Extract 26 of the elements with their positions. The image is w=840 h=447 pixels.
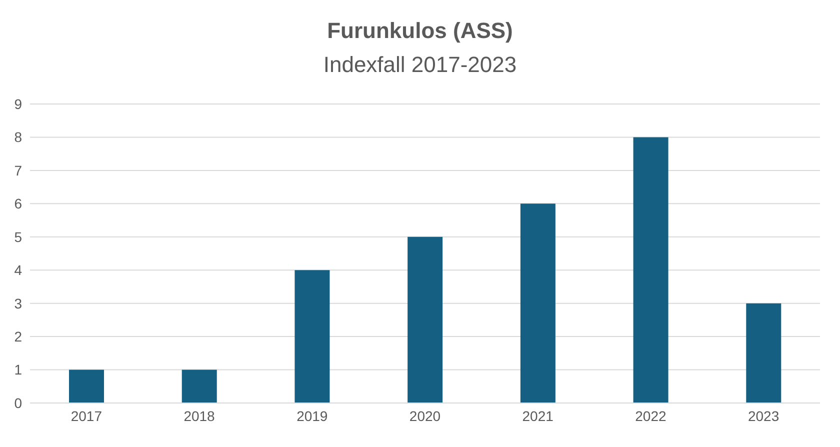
y-tick-label: 7 <box>14 162 22 178</box>
x-tick-label: 2017 <box>70 408 102 424</box>
bar <box>69 370 104 403</box>
y-tick-label: 8 <box>14 129 22 146</box>
x-tick-label: 2023 <box>748 408 780 424</box>
bar <box>633 137 668 403</box>
y-tick-label: 6 <box>14 196 22 212</box>
y-tick-label: 2 <box>14 328 22 345</box>
x-tick-label: 2021 <box>522 408 554 424</box>
x-tick-label: 2018 <box>184 408 216 424</box>
x-tick-label: 2022 <box>635 408 666 424</box>
y-tick-label: 4 <box>14 262 22 278</box>
bar <box>294 270 330 403</box>
bar <box>408 236 443 403</box>
y-tick-label: 5 <box>14 228 22 245</box>
y-tick-label: 0 <box>14 394 22 411</box>
y-tick-label: 9 <box>14 96 22 112</box>
x-tick-label: 2019 <box>296 408 328 424</box>
y-tick-label: 1 <box>14 362 22 378</box>
bar <box>182 370 217 403</box>
y-tick-label: 3 <box>14 295 22 312</box>
chart-subtitle: Indexfall 2017-2023 <box>322 52 518 78</box>
bar <box>746 303 782 403</box>
x-tick-label: 2020 <box>409 408 441 424</box>
bar <box>520 204 556 403</box>
chart-title: Furunkulos (ASS) <box>326 18 514 44</box>
